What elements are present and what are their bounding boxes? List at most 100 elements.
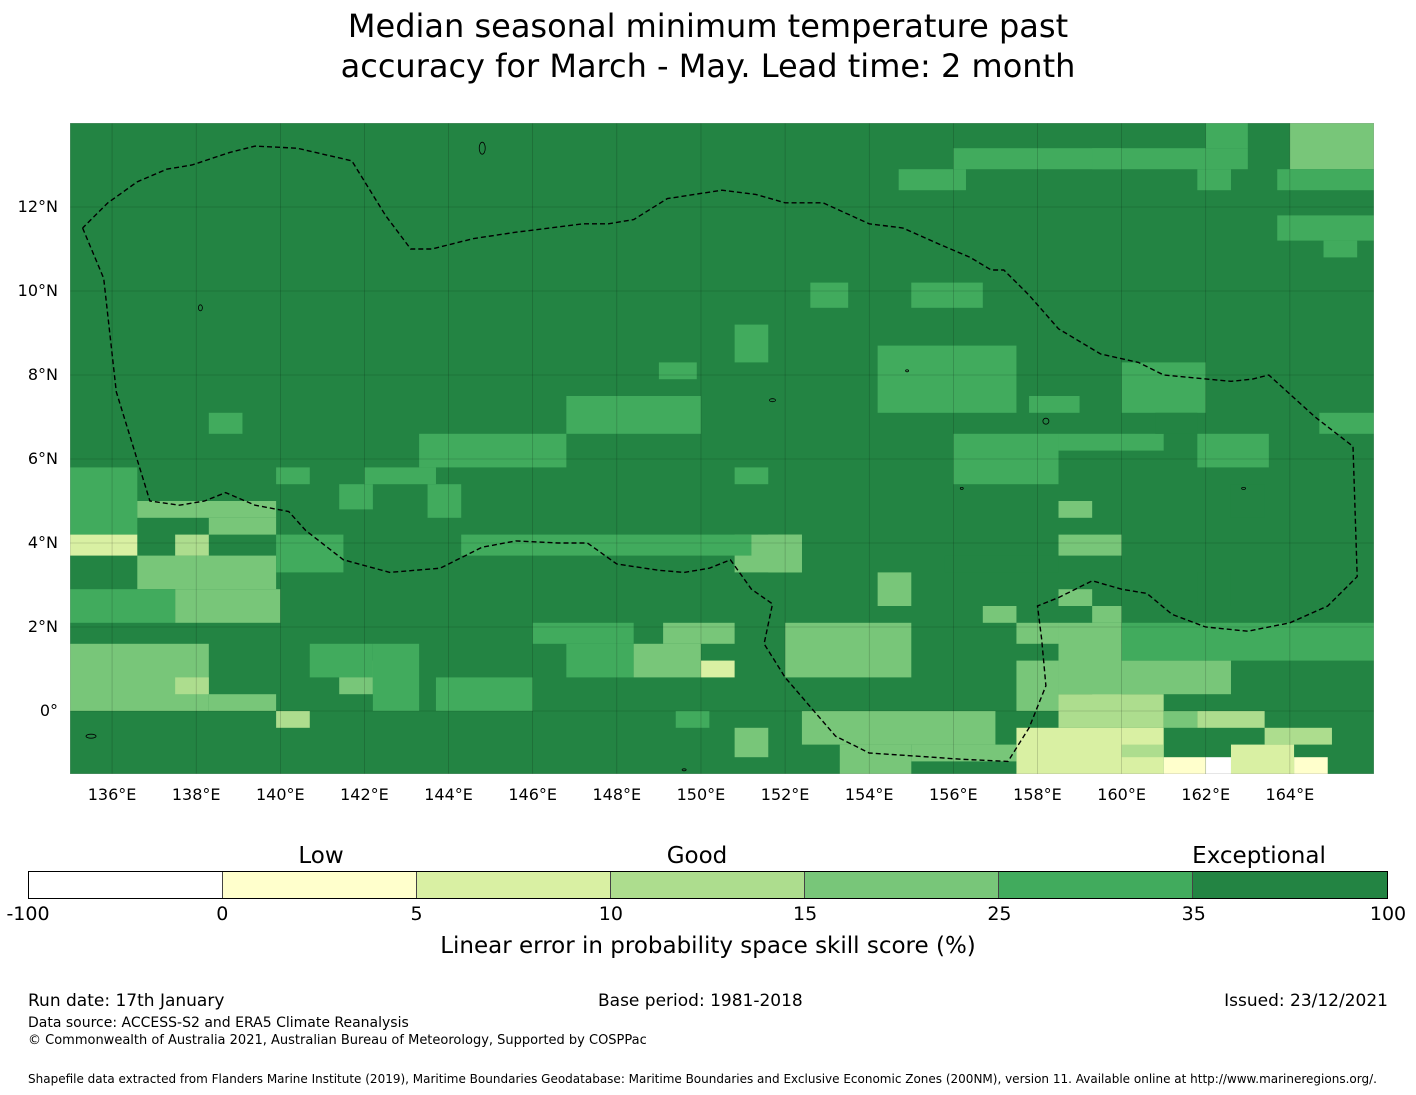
eez-boundary-line [81, 145, 1358, 763]
colorbar-tick-label: 0 [216, 903, 229, 925]
colorbar [28, 871, 1388, 899]
island-outline [85, 733, 97, 739]
skill-cell [944, 555, 1059, 573]
longitude-tick-label: 164°E [1265, 785, 1315, 804]
longitude-tick-label: 150°E [676, 785, 726, 804]
skill-cell [175, 677, 209, 695]
skill-cell [1058, 534, 1122, 556]
skill-cell [785, 622, 912, 678]
category-good-label: Good [666, 843, 728, 869]
longitude-tick-label: 152°E [760, 785, 810, 804]
run-date: Run date: 17th January [28, 991, 225, 1011]
skill-cell [675, 711, 710, 728]
skill-cell [1016, 660, 1059, 711]
latitude-tick-label: 2°N [27, 617, 58, 636]
colorbar-tick-label: 10 [598, 903, 623, 925]
skill-cell [810, 282, 849, 308]
longitude-tick-label: 136°E [87, 785, 137, 804]
skill-cell [276, 711, 310, 728]
latitude-tick-label: 4°N [27, 533, 58, 552]
colorbar-segment [1193, 872, 1387, 898]
skill-cell [1092, 148, 1122, 170]
skill-cell [1016, 622, 1059, 644]
skill-cell [1058, 622, 1122, 695]
skill-cell [633, 643, 701, 678]
skill-cell [276, 467, 310, 485]
skill-cell [566, 396, 701, 434]
skill-cell [982, 606, 1017, 623]
colorbar-tick-label: 15 [793, 903, 818, 925]
skill-cell [1163, 711, 1198, 728]
skill-cell [1323, 240, 1358, 258]
skill-cell [1230, 484, 1265, 518]
longitude-tick-label: 138°E [171, 785, 221, 804]
skill-cell [427, 484, 462, 518]
skill-cell [839, 744, 912, 774]
longitude-tick-label: 142°E [340, 785, 389, 804]
issued-date: Issued: 23/12/2021 [1224, 991, 1388, 1011]
chart-title-line-1: Median seasonal minimum temperature past [347, 7, 1069, 45]
island-outline [681, 768, 687, 772]
skill-cell [276, 534, 344, 573]
skill-cell [898, 169, 966, 191]
colorbar-segment [611, 872, 805, 898]
skill-cell [1121, 622, 1374, 661]
island-outline [905, 369, 909, 373]
skill-cell [70, 589, 176, 623]
longitude-tick-label: 146°E [508, 785, 558, 804]
latitude-tick-label: 0° [39, 701, 58, 720]
skill-cell [309, 643, 373, 678]
skill-cell [1205, 757, 1231, 774]
skill-cell [1058, 694, 1164, 728]
colorbar-axis-label: Linear error in probability space skill … [440, 933, 976, 959]
skill-cell [1319, 412, 1374, 434]
skill-cell [461, 534, 752, 556]
skill-cell [339, 484, 373, 510]
skill-cell [911, 744, 1017, 762]
island-outline [959, 486, 964, 490]
skill-cell [1197, 572, 1231, 606]
latitude-tick-label: 8°N [27, 365, 58, 384]
skill-cell [70, 534, 138, 556]
skill-cell [1230, 744, 1295, 774]
skill-cell [532, 622, 634, 644]
chart-title-line-2: accuracy for March - May. Lead time: 2 m… [340, 47, 1076, 85]
colorbar-segment [29, 872, 223, 898]
island-outline [1241, 486, 1246, 490]
skill-cell [208, 412, 243, 434]
category-exceptional-label: Exceptional [1192, 843, 1326, 869]
latitude-tick-label: 12°N [17, 197, 58, 216]
category-low-label: Low [298, 843, 344, 869]
skill-cell [1058, 433, 1164, 451]
skill-cell [1197, 433, 1269, 468]
skill-cell [801, 711, 996, 745]
skill-cell [175, 534, 209, 556]
skill-cell [1121, 362, 1206, 413]
colorbar-segment [805, 872, 999, 898]
colorbar-segment [999, 872, 1193, 898]
colorbar-tick-label: 100 [1369, 903, 1407, 925]
skill-cell [1197, 169, 1231, 191]
skill-cell [700, 660, 735, 678]
skill-cell [1163, 757, 1206, 774]
island-outline [1042, 417, 1050, 425]
island-outlines-layer [85, 141, 1246, 772]
skill-cell [734, 324, 769, 363]
skill-cell [137, 501, 277, 518]
skill-cell [1058, 589, 1093, 606]
skill-cell [175, 589, 281, 606]
skill-cell [1277, 215, 1374, 241]
skill-cell [953, 433, 1059, 485]
skill-cell [877, 572, 912, 606]
skill-cell [1092, 606, 1122, 623]
skill-cell [137, 555, 277, 590]
data-source: Data source: ACCESS-S2 and ERA5 Climate … [28, 1015, 409, 1031]
skill-cells-layer [70, 123, 1374, 774]
skill-cell [734, 727, 769, 758]
skill-cell [1155, 412, 1198, 434]
skill-cell [419, 433, 567, 468]
skill-cell [911, 282, 983, 308]
skill-cell [1121, 660, 1231, 695]
longitude-tick-label: 148°E [592, 785, 642, 804]
colorbar-segment [417, 872, 611, 898]
